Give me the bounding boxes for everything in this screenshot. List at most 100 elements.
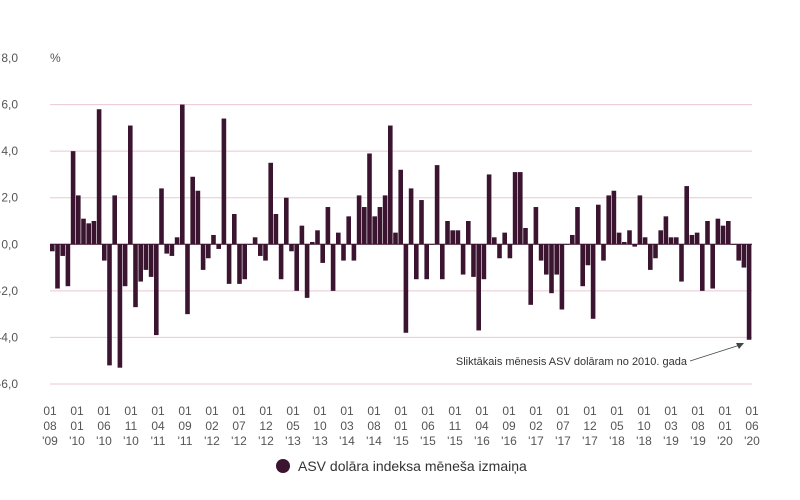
x-tick-label: 01 09'11: [178, 404, 193, 448]
bar: [601, 244, 606, 261]
y-tick-label: -6,0: [0, 377, 18, 391]
bar: [112, 195, 117, 245]
bar: [726, 221, 731, 245]
bar: [590, 244, 596, 319]
bar: [606, 195, 611, 245]
bar: [185, 244, 190, 315]
x-tick-label: 01 05'13: [285, 404, 301, 448]
bar: [544, 244, 549, 275]
y-tick-label: 6,0: [1, 98, 18, 112]
x-tick-label: 01 08'19: [690, 404, 706, 448]
bar: [684, 186, 689, 245]
x-tick-label: 01 03'14: [339, 404, 355, 448]
bar: [585, 244, 591, 266]
x-tick-label: 01 01'15: [393, 404, 409, 448]
bar: [476, 244, 481, 331]
bar: [164, 244, 169, 254]
bar: [408, 188, 414, 245]
bar: [616, 232, 622, 245]
bar: [710, 244, 715, 289]
x-tick-label: 01 05'18: [609, 404, 625, 448]
bar: [554, 244, 559, 275]
bar: [715, 218, 721, 245]
bar: [528, 244, 533, 305]
bar: [424, 244, 429, 280]
bar: [440, 244, 445, 280]
bar: [497, 244, 502, 259]
x-tick-label: 01 09'16: [501, 404, 517, 448]
bar: [159, 188, 164, 245]
bar: [471, 244, 476, 277]
bar: [242, 244, 247, 280]
bar: [226, 244, 232, 284]
bar: [736, 244, 741, 261]
bar: [570, 234, 575, 245]
bar: [76, 195, 81, 245]
bar: [336, 232, 341, 245]
bar: [273, 214, 279, 245]
annotation-text: Sliktākais mēnesis ASV dolāram no 2010. …: [456, 356, 688, 368]
bar: [346, 216, 351, 245]
bar: [284, 197, 289, 245]
bar: [117, 244, 123, 368]
bar: [195, 190, 201, 245]
bar: [507, 244, 513, 259]
y-tick-label: -4,0: [0, 330, 18, 344]
bar: [518, 172, 523, 245]
bar: [559, 244, 565, 310]
x-tick-label: 01 06'15: [420, 404, 436, 448]
bar: [632, 244, 637, 247]
x-tick-label: 01 10'18: [636, 404, 652, 448]
annotation-arrow-line: [689, 344, 741, 362]
bar: [351, 244, 357, 261]
bar: [492, 237, 497, 245]
bar: [642, 237, 648, 245]
bar: [549, 244, 554, 294]
bar: [403, 244, 409, 333]
bar: [200, 244, 206, 270]
bar: [502, 232, 507, 245]
bar: [128, 125, 133, 245]
x-tick-label: 01 12'17: [582, 404, 598, 448]
bar: [455, 230, 461, 245]
bar: [674, 237, 679, 245]
bar: [237, 244, 242, 284]
bar: [663, 216, 669, 245]
bar: [107, 244, 112, 366]
bar: [575, 207, 580, 245]
bar: [393, 232, 398, 245]
x-tick-label: 01 08'14: [366, 404, 382, 448]
bar: [362, 207, 367, 245]
x-tick-label: 01 12'12: [258, 404, 274, 448]
bar: [668, 237, 674, 245]
annotation-arrowhead: [736, 343, 744, 349]
x-tick-label: 01 02'12: [204, 404, 220, 448]
bar: [627, 230, 632, 245]
x-tick-label: 01 07'12: [231, 404, 247, 448]
bar: [741, 244, 747, 268]
bar: [221, 118, 227, 245]
bar: [377, 207, 383, 245]
bar: [694, 232, 700, 245]
bar: [466, 221, 471, 245]
bar: [216, 244, 221, 249]
bar: [382, 195, 388, 245]
bar: [206, 244, 211, 259]
x-tick-label: 01 03'19: [663, 404, 679, 448]
legend-label: ASV dolāra indeksa mēneša izmaiņa: [298, 458, 527, 474]
x-tick-label: 01 04'11: [151, 404, 166, 448]
bar: [299, 225, 305, 245]
bar: [65, 244, 71, 287]
y-tick-label: 8,0: [1, 51, 18, 65]
bar: [81, 218, 86, 245]
bar: [372, 216, 377, 245]
bar: [138, 244, 143, 282]
x-tick-label: 01 07'17: [555, 404, 571, 448]
y-tick-label: -2,0: [0, 284, 18, 298]
bar: [211, 234, 216, 245]
bar: [658, 230, 663, 245]
bar: [414, 244, 419, 280]
x-tick-label: 01 11'10: [123, 404, 139, 448]
bar: [232, 214, 237, 245]
x-tick-label: 01 02'17: [528, 404, 544, 448]
